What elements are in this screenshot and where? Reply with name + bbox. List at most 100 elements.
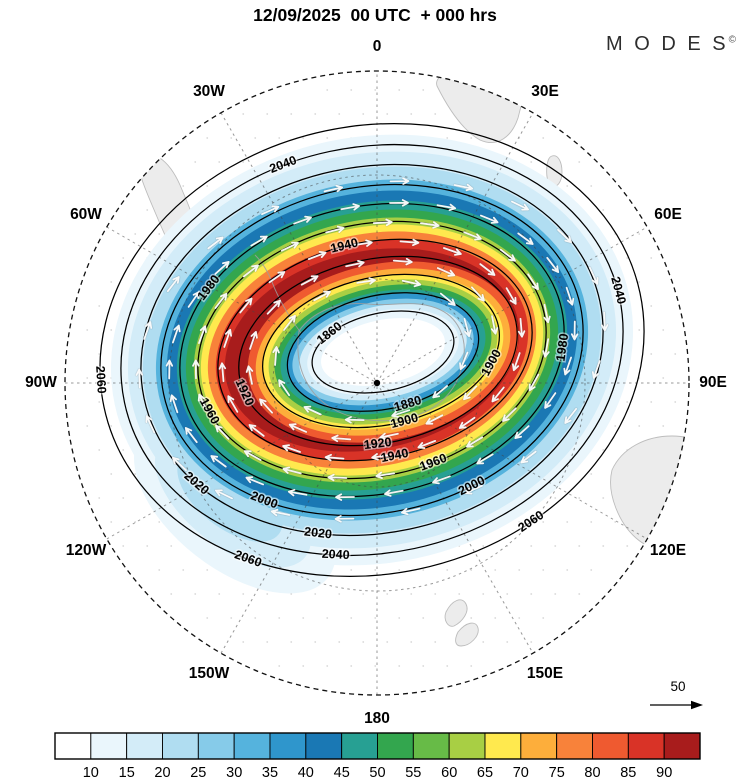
wind-arrow bbox=[432, 385, 448, 399]
wind-arrow bbox=[245, 476, 264, 486]
wind-arrow bbox=[476, 453, 494, 465]
colorbar-tick: 55 bbox=[405, 765, 421, 781]
wind-arrow bbox=[371, 453, 391, 461]
colorbar-tick: 80 bbox=[584, 765, 600, 781]
colorbar-cell bbox=[126, 732, 163, 760]
wind-arrow bbox=[466, 436, 484, 448]
wind-arrow bbox=[242, 264, 259, 278]
colorbar-tick: 70 bbox=[513, 765, 529, 781]
wind-arrow bbox=[268, 271, 286, 284]
contour-label: 2040 bbox=[321, 547, 349, 562]
wind-arrow bbox=[353, 239, 373, 247]
wind-arrow bbox=[282, 444, 301, 453]
wind-arrow bbox=[512, 352, 521, 372]
wind-arrow bbox=[490, 315, 499, 335]
colorbar-cell bbox=[484, 732, 522, 760]
colorbar-cell bbox=[592, 732, 629, 760]
wind-arrow bbox=[546, 256, 560, 273]
wind-arrow bbox=[425, 414, 444, 425]
wind-arrow bbox=[197, 393, 208, 412]
wind-arrow bbox=[259, 398, 273, 414]
wind-arrow bbox=[439, 292, 456, 306]
wind-arrow bbox=[564, 407, 578, 424]
lon-label: 60W bbox=[70, 206, 102, 223]
wind-arrow bbox=[272, 346, 280, 366]
wind-arrow bbox=[198, 325, 207, 344]
colorbar-tick: 65 bbox=[477, 765, 493, 781]
wind-arrow bbox=[207, 236, 224, 250]
lon-label: 150W bbox=[189, 665, 230, 682]
wind-arrow bbox=[293, 215, 312, 225]
lon-label: 30W bbox=[193, 83, 225, 100]
wind-arrow bbox=[303, 405, 322, 416]
lon-label: 120E bbox=[650, 542, 686, 559]
wind-arrow bbox=[307, 251, 327, 260]
colorbar-cell bbox=[556, 732, 593, 760]
wind-arrow bbox=[417, 440, 437, 449]
lon-label: 120W bbox=[66, 542, 107, 559]
wind-arrow bbox=[463, 317, 472, 338]
colorbar-tick: 90 bbox=[656, 765, 672, 781]
colorbar-tick: 15 bbox=[119, 765, 135, 781]
colorbar-tick: 85 bbox=[620, 765, 636, 781]
colorbar-cell bbox=[233, 732, 271, 760]
wind-arrow bbox=[283, 314, 296, 331]
colorbar-tick: 60 bbox=[441, 765, 457, 781]
lon-label: 90W bbox=[25, 374, 57, 391]
wind-arrow bbox=[544, 392, 557, 409]
wind-arrow bbox=[227, 395, 239, 413]
colorbar-cell bbox=[627, 732, 665, 760]
contour-line bbox=[140, 163, 604, 537]
wind-arrow bbox=[270, 508, 291, 517]
wind-arrow bbox=[591, 360, 601, 379]
wind-arrow bbox=[480, 214, 499, 224]
wind-arrow bbox=[261, 205, 280, 216]
wind-arrow bbox=[278, 379, 291, 397]
wind-arrow bbox=[287, 488, 308, 497]
wind-arrow bbox=[143, 321, 153, 340]
wind-arrow bbox=[436, 203, 457, 212]
pole-dot bbox=[373, 379, 381, 387]
wind-arrow bbox=[479, 263, 496, 276]
colorbar-tick: 50 bbox=[369, 765, 385, 781]
wind-arrow bbox=[334, 515, 355, 523]
longitude-labels: 0 30E 60E 90E 120E 150E 180 150W 120W 90W 60W 30W bbox=[25, 38, 727, 727]
brand-text: M O D E S bbox=[606, 33, 729, 55]
wind-arrow bbox=[557, 228, 572, 244]
wind-arrow bbox=[588, 266, 599, 285]
wind-arrow bbox=[372, 218, 393, 227]
wind-arrow bbox=[542, 338, 550, 358]
brand-copyright: © bbox=[728, 34, 736, 46]
wind-arrow bbox=[250, 235, 268, 247]
wind-arrow bbox=[401, 507, 421, 516]
wind-arrow bbox=[443, 247, 462, 256]
wind-arrow bbox=[514, 425, 530, 439]
wind-arrow bbox=[491, 386, 505, 403]
wind-arrow bbox=[172, 324, 181, 344]
colorbar-cell bbox=[162, 732, 199, 760]
wind-arrow bbox=[420, 221, 440, 229]
wind-arrow bbox=[520, 450, 537, 464]
lon-label: 150E bbox=[527, 665, 563, 682]
colorbar-cell bbox=[269, 732, 307, 760]
colorbar-cell bbox=[520, 732, 558, 760]
wind-arrow bbox=[499, 248, 516, 262]
wind-arrow bbox=[135, 368, 144, 389]
wind-arrow bbox=[570, 320, 579, 341]
wind-arrow bbox=[324, 453, 345, 462]
wind-arrow bbox=[243, 450, 262, 461]
wind-arrow bbox=[384, 489, 404, 497]
reference-vector-head bbox=[691, 700, 703, 710]
wind-arrow bbox=[166, 276, 180, 293]
wind-arrow bbox=[210, 455, 227, 468]
wind-arrow bbox=[422, 458, 442, 468]
wind-arrow bbox=[249, 331, 258, 350]
colorbar-cell bbox=[197, 732, 235, 760]
colorbar-tick: 30 bbox=[226, 765, 242, 781]
wind-arrow bbox=[172, 456, 187, 472]
wind-arrow bbox=[356, 277, 376, 285]
wind-arrow bbox=[375, 471, 395, 479]
wind-arrow bbox=[239, 297, 253, 314]
